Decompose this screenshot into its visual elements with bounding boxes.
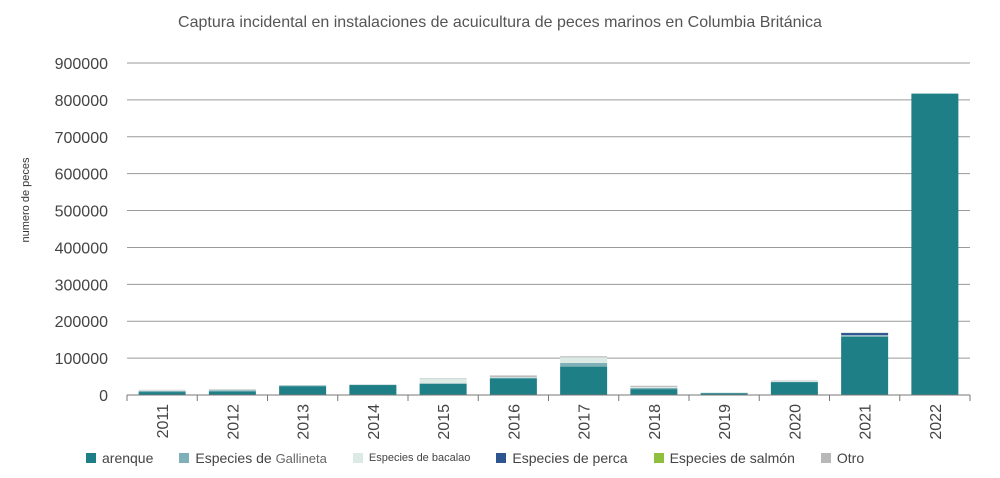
- bar-segment: [419, 383, 467, 395]
- legend-label-suffix: Gallineta: [275, 450, 327, 466]
- y-tick-label: 300000: [55, 277, 108, 294]
- bar-segment: [279, 386, 327, 395]
- bar-segment: [138, 390, 186, 391]
- legend-swatch: [352, 453, 363, 463]
- chart-title: Captura incidental en instalaciones de a…: [178, 14, 822, 31]
- bar-segment: [630, 386, 678, 388]
- x-tick-label: 2014: [366, 404, 383, 440]
- bar-segment: [841, 333, 889, 336]
- legend-swatch: [179, 453, 190, 463]
- legend-swatch: [496, 453, 507, 463]
- y-tick-label: 0: [99, 388, 108, 405]
- bar-segment: [279, 385, 327, 387]
- bar-segment: [208, 391, 256, 395]
- legend: arenque Especies de Gallineta Especies d…: [86, 450, 890, 466]
- bar-segment: [770, 382, 818, 395]
- bar-segment: [560, 366, 608, 395]
- bar-segment: [700, 393, 748, 395]
- bar-segment: [489, 376, 537, 378]
- legend-label: arenque: [102, 450, 154, 466]
- bar-segment: [208, 389, 256, 391]
- legend-item-perca: Especies de perca: [496, 450, 628, 466]
- bar-segment: [560, 362, 608, 367]
- bar-segment: [630, 389, 678, 395]
- bar-segment: [560, 356, 608, 358]
- legend-swatch: [653, 453, 664, 463]
- legend-item-bacalao: Especies de bacalao: [352, 452, 471, 464]
- x-tick-label: 2017: [577, 404, 594, 440]
- legend-label: Especies de bacalao: [368, 452, 471, 464]
- x-tick-label: 2022: [928, 404, 945, 440]
- bar-segment: [489, 378, 537, 395]
- bars: [138, 93, 959, 396]
- bar-segment: [630, 385, 678, 387]
- x-tick-labels: 2011 2012 2013 2014 2015 2016 2017 2018 2019 2020…: [155, 404, 945, 440]
- bar-segment: [630, 387, 678, 390]
- bar-segment: [911, 93, 959, 396]
- x-tick-label: 2013: [296, 404, 313, 440]
- bar-segment: [419, 378, 467, 384]
- x-tick-label: 2012: [225, 404, 242, 440]
- bar-segment: [138, 392, 186, 395]
- x-tick-label: 2016: [506, 404, 523, 440]
- bar-segment: [841, 336, 889, 395]
- bar-segment: [138, 390, 186, 393]
- x-tick-label: 2011: [155, 404, 172, 439]
- y-tick-label: 200000: [55, 314, 108, 331]
- x-tick-label: 2019: [717, 404, 734, 440]
- x-tick-label: 2021: [858, 404, 875, 440]
- bar-segment: [208, 390, 256, 392]
- y-tick-label: 600000: [55, 167, 108, 184]
- legend-item-salmon: Especies de salmón: [653, 450, 795, 466]
- legend-item-otro: Otro: [820, 450, 865, 466]
- legend-label: Especies de: [195, 450, 276, 466]
- x-tick-label: 2015: [436, 404, 453, 440]
- x-tick-label: 2020: [787, 404, 804, 440]
- legend-label: Especies de salmón: [669, 450, 795, 466]
- gridlines: [127, 62, 970, 359]
- y-tick-label: 900000: [55, 56, 108, 73]
- legend-item-gallineta: Especies de Gallineta: [179, 450, 327, 466]
- bar-segment: [349, 385, 397, 395]
- x-axis: [126, 394, 971, 401]
- y-tick-labels: 0 100000 200000 300000 400000 500000 600000 700…: [55, 56, 108, 405]
- x-tick-label: 2018: [647, 404, 664, 440]
- bar-segment: [489, 375, 537, 377]
- legend-label: Otro: [836, 450, 865, 466]
- y-tick-label: 700000: [55, 130, 108, 147]
- legend-swatch: [86, 453, 96, 463]
- bar-segment: [419, 383, 467, 384]
- legend-item-arenque: arenque: [86, 450, 153, 466]
- legend-label: Especies de perca: [512, 450, 628, 466]
- bar-segment: [560, 357, 608, 363]
- bar-segment: [489, 377, 537, 379]
- y-tick-label: 800000: [55, 93, 108, 110]
- y-tick-label: 400000: [55, 240, 108, 257]
- legend-swatch: [820, 453, 831, 463]
- y-tick-label: 100000: [55, 351, 108, 368]
- bar-segment: [770, 380, 818, 382]
- y-tick-label: 500000: [55, 204, 108, 221]
- bar-segment: [841, 335, 889, 337]
